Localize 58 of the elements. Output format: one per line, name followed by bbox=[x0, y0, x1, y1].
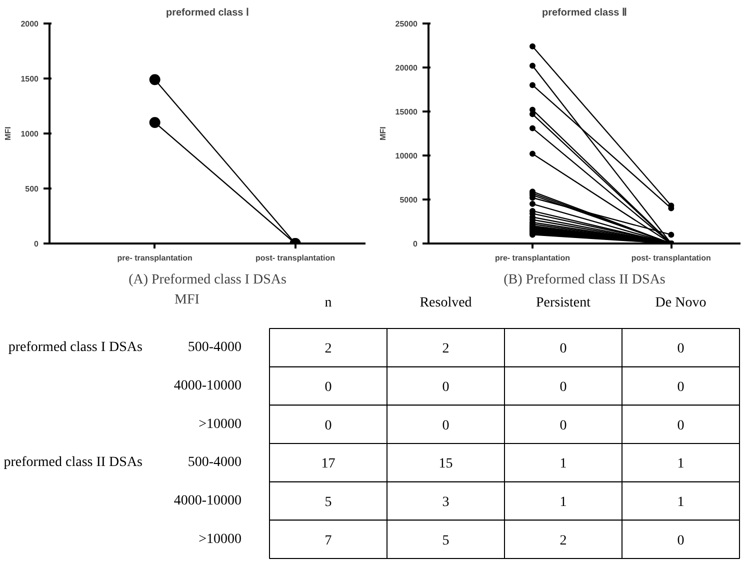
data-label: 0 bbox=[677, 418, 684, 434]
y-tick-label: preformed class II DSAs bbox=[4, 455, 142, 470]
data-label: 1 bbox=[560, 456, 567, 472]
y-tick-label: 25000 bbox=[395, 20, 418, 28]
data-label: 0 bbox=[560, 342, 567, 357]
y-tick-label: preformed class I DSAs bbox=[8, 340, 143, 356]
data-label: 2 bbox=[442, 342, 450, 357]
x-tick-label: post- transplantation bbox=[631, 254, 712, 262]
data-label: 2 bbox=[560, 533, 567, 548]
data-label: 0 bbox=[560, 380, 567, 395]
data-label: 0 bbox=[442, 418, 450, 434]
data-label: 5 bbox=[324, 495, 332, 510]
data-label: 0 bbox=[677, 533, 684, 548]
y-tick-label: 1500 bbox=[20, 74, 40, 84]
data-label: 3 bbox=[442, 495, 450, 510]
chart-title: preformed class Ⅰ bbox=[166, 8, 250, 18]
data-label: 0 bbox=[677, 380, 684, 395]
y2-tick-label: 4000-10000 bbox=[174, 494, 242, 508]
y-tick-label: 15000 bbox=[395, 108, 418, 116]
data-label: 1 bbox=[677, 495, 684, 510]
data-label: 0 bbox=[324, 380, 332, 395]
data-label: 1 bbox=[560, 495, 567, 510]
data-label: 7 bbox=[324, 533, 332, 548]
y-axis-title: MFI bbox=[378, 126, 388, 140]
y2-tick-label: >10000 bbox=[198, 532, 242, 547]
y-tick-label: 20000 bbox=[395, 64, 418, 72]
x-tick-label: De Novo bbox=[655, 296, 706, 310]
y-axis-title: MFI bbox=[4, 126, 13, 140]
y-tick-label: 0 bbox=[413, 240, 418, 248]
x-tick-label: post- transplantation bbox=[256, 254, 336, 262]
x-tick-label: n bbox=[324, 296, 332, 310]
data-label: 0 bbox=[442, 380, 450, 395]
data-label: 0 bbox=[324, 418, 332, 434]
data-label: 0 bbox=[677, 342, 684, 357]
x-tick-label: Persistent bbox=[536, 296, 591, 310]
data-label: 5 bbox=[442, 533, 450, 548]
text: (B) Preformed class II DSAs bbox=[504, 272, 666, 288]
y-tick-label: 10000 bbox=[395, 152, 418, 160]
data-label: 15 bbox=[438, 456, 453, 472]
y2-tick-label: 4000-10000 bbox=[174, 378, 242, 394]
text: MFI bbox=[174, 292, 200, 308]
y-tick-label: 2000 bbox=[20, 20, 40, 28]
y2-tick-label: 500-4000 bbox=[188, 340, 242, 356]
y2-tick-label: 500-4000 bbox=[188, 455, 242, 470]
y2-tick-label: >10000 bbox=[198, 416, 242, 432]
y-tick-label: 0 bbox=[34, 240, 40, 248]
text: (A) Preformed class I DSAs bbox=[128, 272, 286, 288]
data-label: 0 bbox=[560, 418, 567, 434]
x-tick-label: pre- transplantation bbox=[117, 254, 193, 262]
chart-title: preformed class Ⅱ bbox=[542, 8, 628, 18]
y-tick-label: 1000 bbox=[20, 130, 40, 138]
x-tick-label: Resolved bbox=[420, 296, 472, 310]
x-tick-label: pre- transplantation bbox=[494, 254, 570, 262]
y-tick-label: 5000 bbox=[400, 196, 418, 204]
data-label: 1 bbox=[677, 456, 684, 472]
data-label: 17 bbox=[321, 456, 336, 472]
data-label: 2 bbox=[324, 342, 332, 357]
y-tick-label: 500 bbox=[25, 184, 40, 194]
